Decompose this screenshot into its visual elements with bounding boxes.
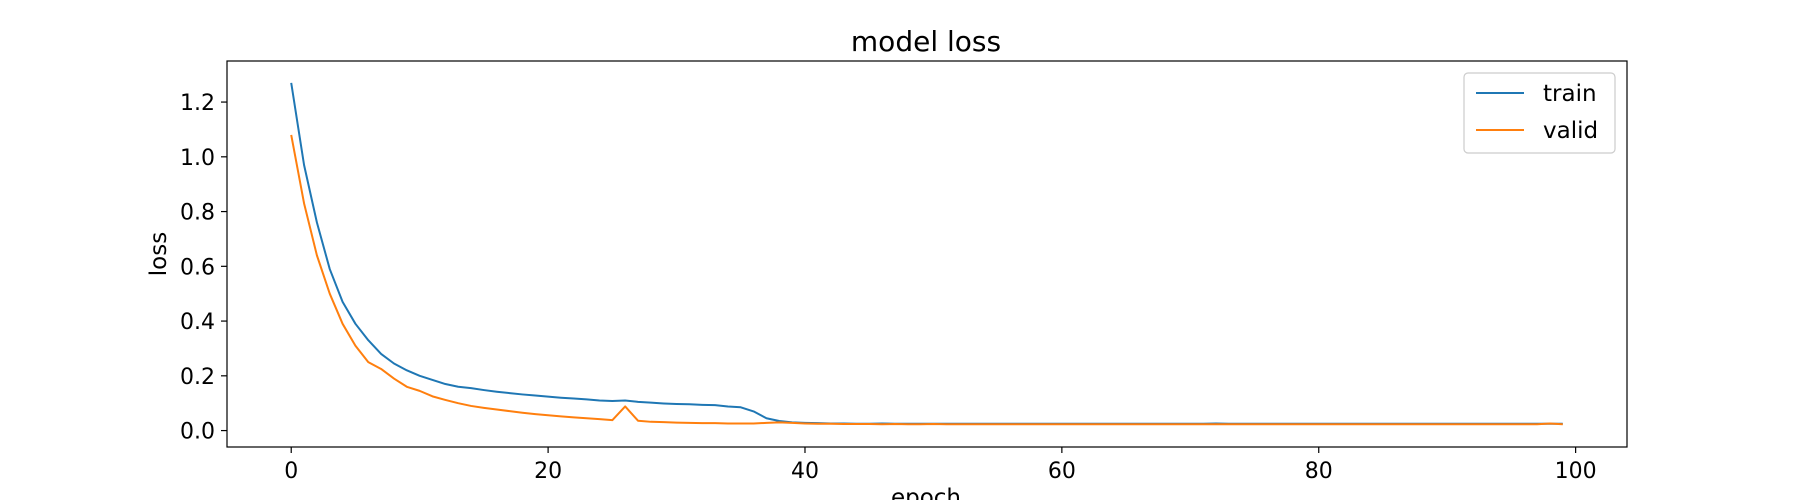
x-axis-label: epoch — [891, 485, 961, 500]
y-tick-label: 0.8 — [180, 201, 215, 226]
x-tick-label: 100 — [1555, 459, 1597, 484]
plot-frame — [226, 60, 1628, 448]
x-tick-label: 0 — [284, 459, 298, 484]
y-tick-label: 1.2 — [180, 91, 215, 116]
y-tick-label: 0.4 — [180, 310, 215, 335]
x-tick-label: 20 — [534, 459, 562, 484]
legend-label-valid: valid — [1543, 118, 1598, 144]
y-axis-label: loss — [146, 232, 172, 276]
x-tick-label: 80 — [1305, 459, 1333, 484]
x-tick-label: 40 — [791, 459, 819, 484]
x-tick-label: 60 — [1048, 459, 1076, 484]
legend: train valid — [1463, 72, 1616, 154]
legend-label-train: train — [1543, 81, 1597, 107]
y-tick-label: 0.6 — [180, 255, 215, 280]
series-line-valid — [290, 134, 1563, 426]
y-axis-ticks: 0.0 0.2 0.4 0.6 0.8 1.0 1.2 — [180, 91, 227, 445]
y-tick-label: 0.0 — [180, 420, 215, 445]
y-tick-label: 1.0 — [180, 146, 215, 171]
series-lines — [290, 82, 1563, 426]
chart-title: model loss — [851, 25, 1001, 58]
x-axis-ticks: 0 20 40 60 80 100 — [284, 447, 1597, 484]
series-line-train — [290, 82, 1563, 425]
y-tick-label: 0.2 — [180, 365, 215, 390]
